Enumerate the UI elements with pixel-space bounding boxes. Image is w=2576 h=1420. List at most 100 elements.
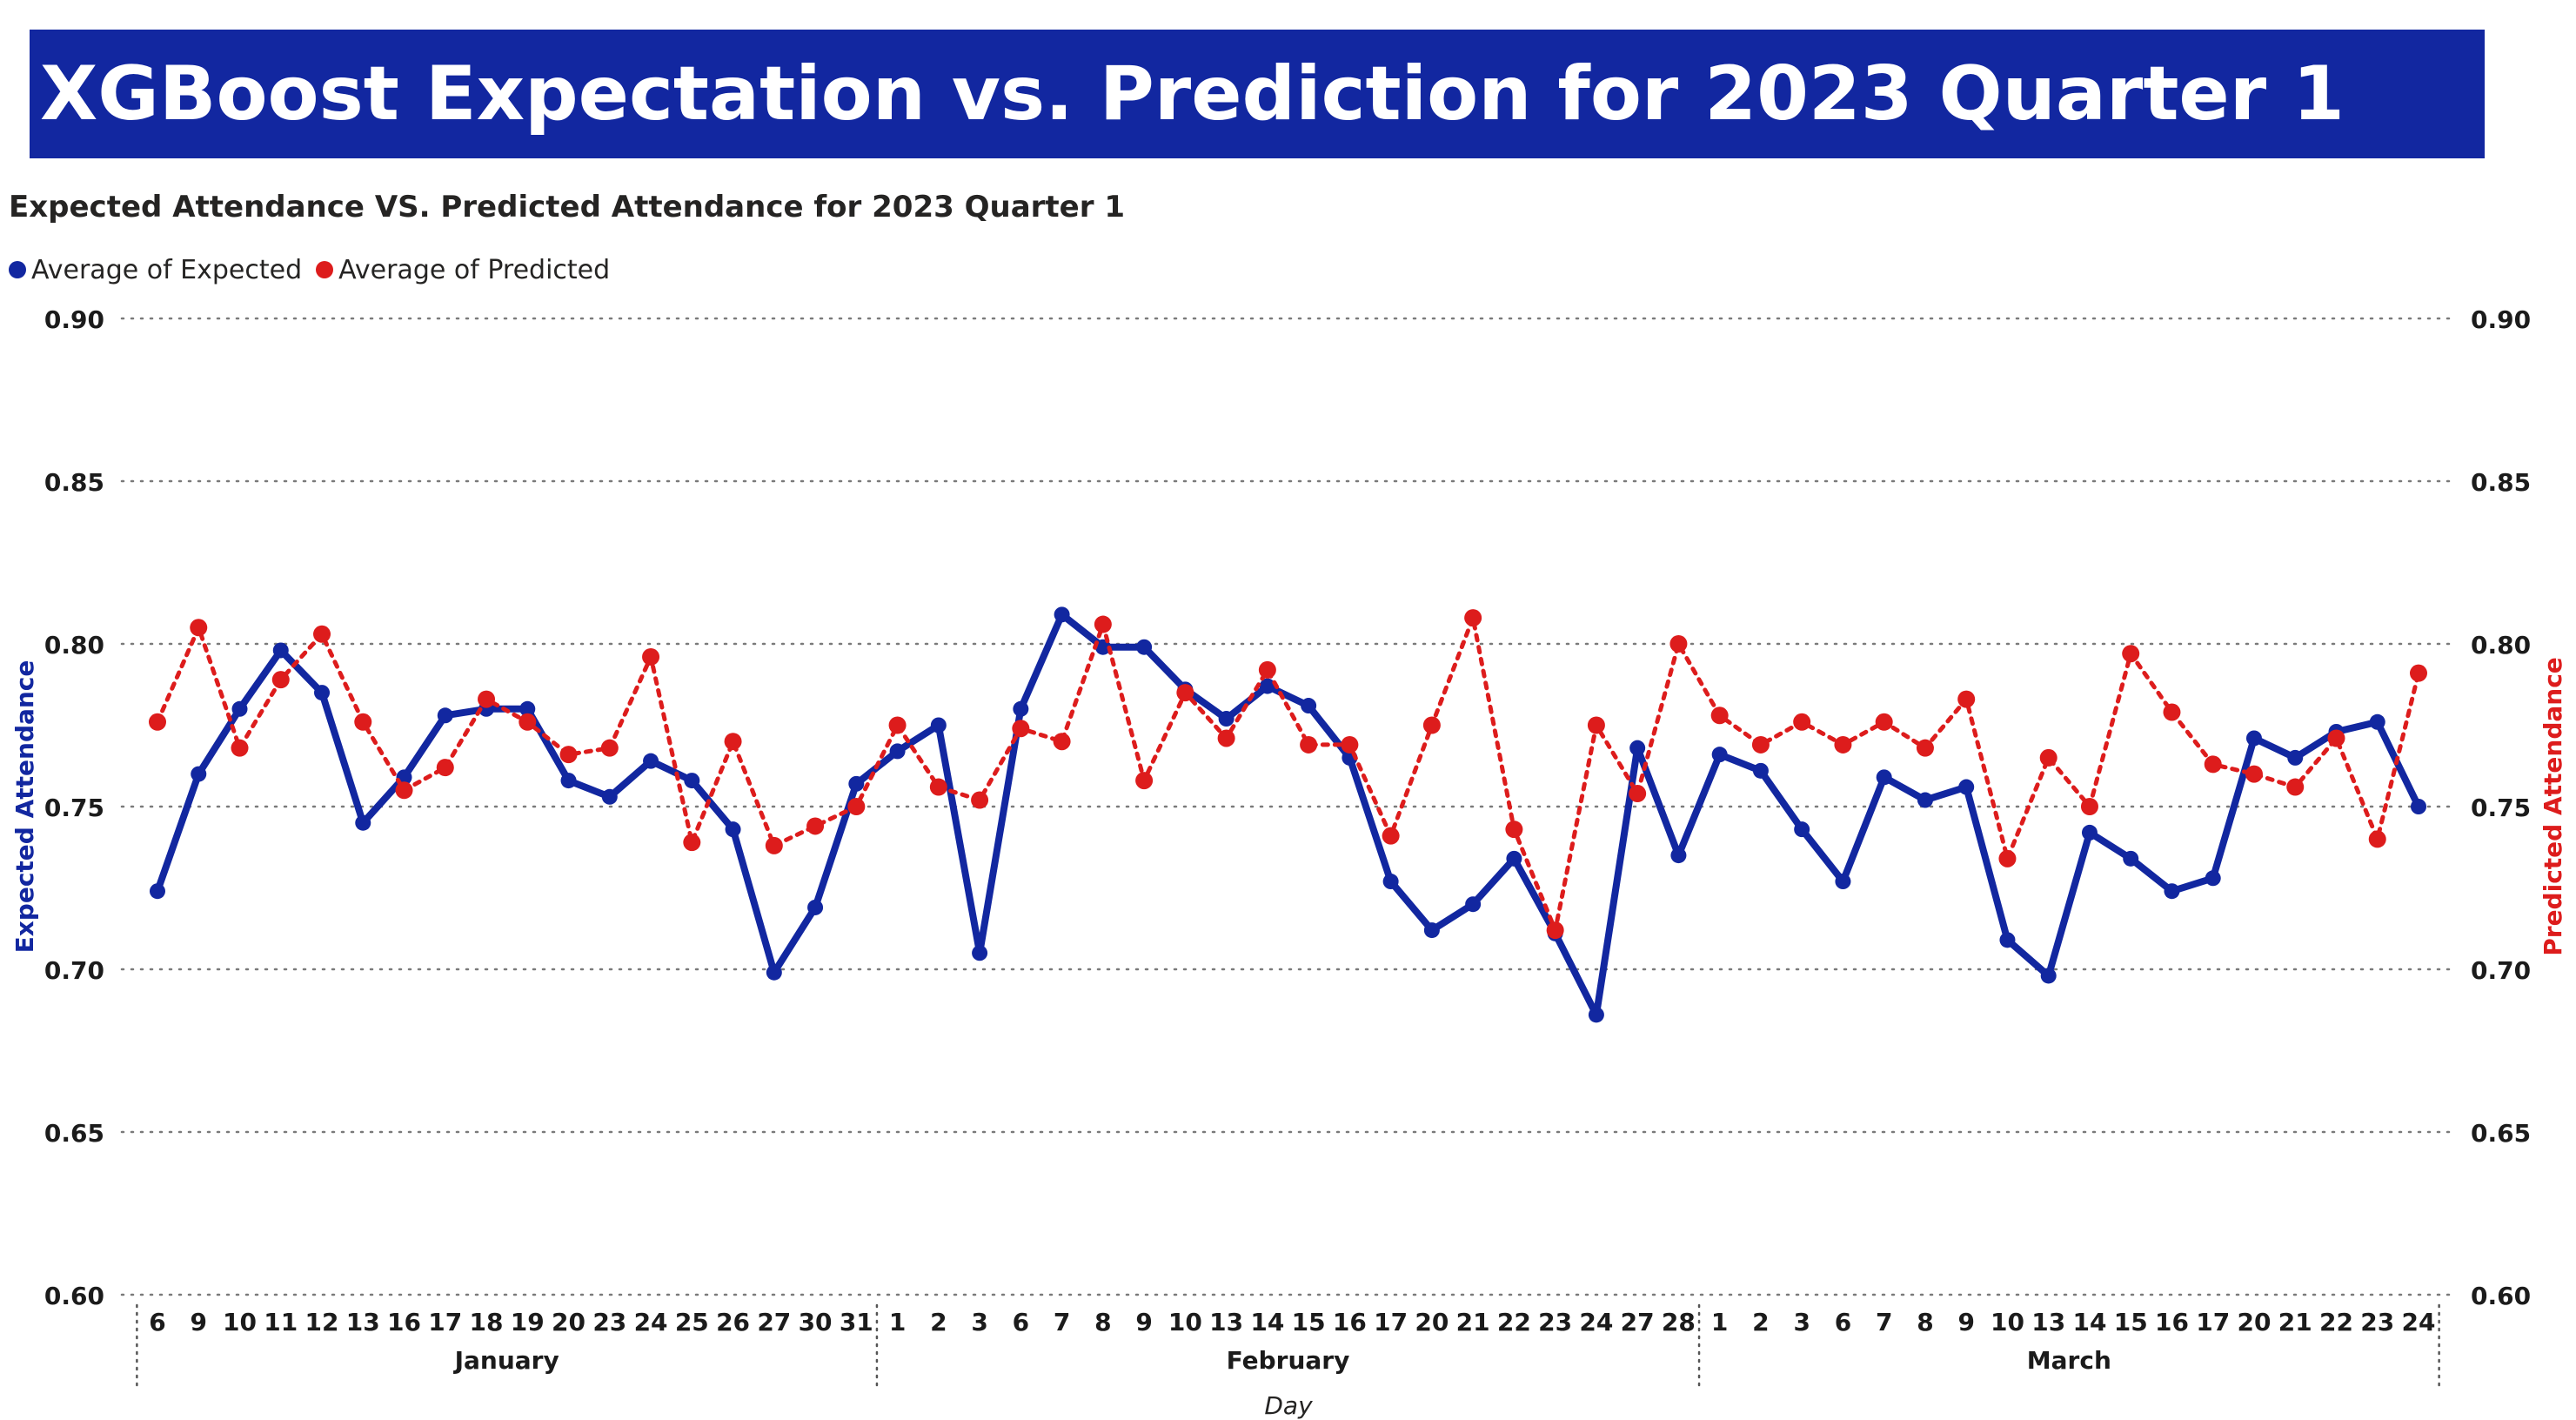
legend-item-expected[interactable]: Average of Expected [9,255,302,285]
x-tick-label: 1 [889,1308,906,1336]
x-tick-label: 13 [1209,1308,1243,1336]
x-tick-label: 3 [971,1308,987,1336]
data-point-predicted [478,690,496,708]
data-point-expected [2081,824,2098,841]
data-point-predicted [1053,733,1071,751]
data-point-predicted [313,625,331,643]
x-tick-label: 16 [2155,1308,2189,1336]
x-tick-label: 17 [428,1308,462,1336]
data-point-expected [150,883,165,900]
data-point-predicted [683,834,701,852]
data-point-predicted [2122,645,2140,663]
data-point-predicted [2039,748,2057,767]
x-tick-label: 8 [1094,1308,1111,1336]
data-point-expected [2287,749,2304,766]
data-point-predicted [806,817,825,835]
data-point-predicted [724,733,742,751]
data-point-predicted [2368,830,2386,848]
x-tick-label: 10 [1991,1308,2024,1336]
x-tick-label: 16 [1333,1308,1367,1336]
data-point-predicted [1176,684,1194,702]
data-point-predicted [1382,827,1400,845]
data-point-predicted [395,781,413,800]
data-point-predicted [1258,660,1276,679]
x-tick-label: 12 [305,1308,339,1336]
y-tick-label-left: 0.85 [44,468,104,497]
x-tick-label: 6 [149,1308,165,1336]
x-tick-label: 21 [1456,1308,1490,1336]
data-point-expected [1917,792,1933,808]
legend-item-predicted[interactable]: Average of Predicted [316,255,610,285]
data-point-predicted [436,759,454,777]
x-tick-label: 19 [511,1308,545,1336]
data-point-expected [1382,874,1399,890]
data-point-expected [2123,850,2139,867]
data-point-expected [519,700,536,717]
y-axis-title-left: Expected Attendance [10,660,39,954]
x-tick-label: 6 [1013,1308,1029,1336]
data-point-predicted [149,713,166,731]
data-point-expected [766,964,782,981]
data-point-predicted [1505,821,1523,839]
x-tick-label: 24 [634,1308,668,1336]
y-tick-label-left: 0.80 [44,631,104,660]
x-tick-label: 27 [757,1308,791,1336]
x-tick-label: 20 [552,1308,585,1336]
y-tick-label-left: 0.75 [44,794,104,822]
data-point-expected [725,821,741,838]
x-month-label: March [2027,1346,2111,1375]
data-point-expected [1876,769,1892,786]
data-point-expected [601,788,618,805]
data-point-expected [1588,1007,1604,1023]
x-month-label: February [1227,1346,1350,1375]
x-tick-label: 15 [1292,1308,1326,1336]
y-tick-label-left: 0.90 [44,305,104,334]
y-tick-label-right: 0.80 [2471,631,2531,660]
series-line-predicted [155,615,2421,933]
data-point-expected [1259,678,1275,694]
data-point-predicted [1710,707,1729,725]
data-point-predicted [354,713,372,731]
series-line-expected [154,611,2422,1019]
data-point-predicted [847,798,866,815]
x-tick-label: 17 [2196,1308,2230,1336]
data-point-predicted [929,778,947,796]
data-point-expected [1711,747,1728,763]
x-tick-label: 15 [2114,1308,2148,1336]
x-tick-label: 27 [1621,1308,1655,1336]
data-point-predicted [1012,720,1030,738]
x-tick-label: 20 [1415,1308,1449,1336]
y-tick-label-right: 0.60 [2471,1282,2531,1310]
data-point-expected [2205,870,2221,887]
chart-title: Expected Attendance VS. Predicted Attend… [9,190,1125,224]
data-point-predicted [2204,755,2222,774]
x-tick-label: 20 [2237,1308,2271,1336]
data-point-predicted [2080,798,2098,815]
data-point-predicted [1135,772,1154,790]
x-tick-label: 14 [2072,1308,2106,1336]
data-point-predicted [2286,778,2305,796]
data-point-expected [314,685,331,701]
x-tick-label: 18 [470,1308,504,1336]
data-point-expected [1301,698,1317,714]
x-tick-label: 7 [1054,1308,1070,1336]
y-tick-label-left: 0.65 [44,1119,104,1148]
x-axis-title: Day [1264,1391,1313,1420]
x-tick-label: 2 [1752,1308,1769,1336]
data-point-expected [2411,799,2426,814]
data-point-predicted [1998,849,2017,867]
data-point-expected [1218,711,1234,727]
data-point-expected [1423,922,1440,939]
data-point-predicted [2163,703,2181,721]
data-point-expected [807,899,824,915]
data-point-expected [1629,740,1646,756]
data-point-expected [1752,762,1769,779]
x-month-label: January [453,1346,559,1375]
data-point-predicted [2410,664,2427,682]
data-point-predicted [2245,765,2263,783]
y-tick-label-left: 0.60 [44,1282,104,1310]
x-tick-label: 30 [799,1308,833,1336]
data-point-expected [2164,883,2180,900]
x-tick-label: 8 [1917,1308,1933,1336]
x-tick-label: 9 [191,1308,207,1336]
